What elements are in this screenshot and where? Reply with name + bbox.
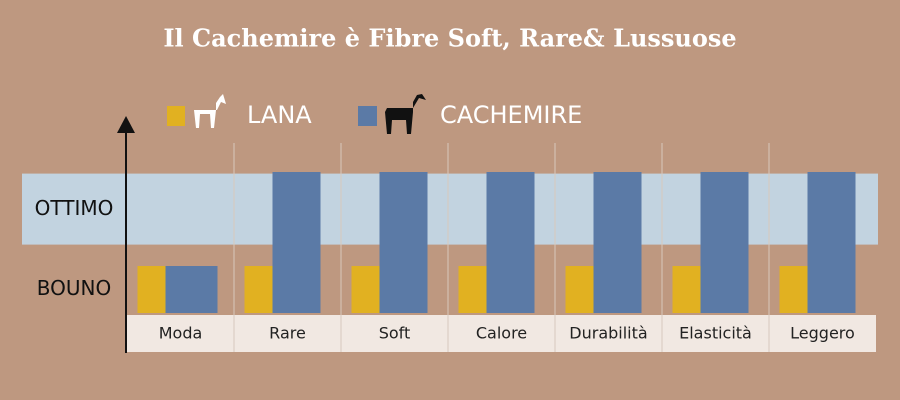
highlight-band	[22, 173, 878, 245]
bar	[779, 266, 808, 313]
category-strip	[127, 315, 876, 352]
bar	[351, 266, 380, 313]
bar	[137, 266, 166, 313]
bar	[807, 172, 856, 313]
x-tick-label: Calore	[476, 324, 527, 343]
bar	[700, 172, 749, 313]
plot: BOUNO OTTIMO Moda Rare Soft Calore Durabilità E…	[22, 116, 878, 353]
legend-icon	[385, 94, 426, 134]
y-tick-label: BOUNO	[37, 276, 111, 300]
legend-swatch	[358, 106, 377, 126]
y-axis-arrow	[117, 116, 135, 133]
bar	[593, 172, 642, 313]
legend-icon	[194, 94, 226, 128]
x-tick-label: Durabilità	[569, 324, 647, 343]
bar	[486, 172, 535, 313]
x-tick-label: Rare	[269, 324, 306, 343]
bar	[672, 266, 701, 313]
legend-swatch	[167, 106, 185, 126]
y-tick-label: OTTIMO	[35, 196, 114, 220]
legend-label: LANA	[247, 101, 312, 129]
bar	[458, 266, 487, 313]
x-tick-label: Leggero	[790, 324, 855, 343]
bar	[272, 172, 321, 313]
legend-label: CACHEMIRE	[440, 101, 582, 129]
x-tick-label: Moda	[159, 324, 203, 343]
chart-title: Il Cachemire è Fibre Soft, Rare& Lussuos…	[163, 24, 736, 53]
bar	[244, 266, 273, 313]
x-tick-label: Soft	[379, 324, 411, 343]
bar	[379, 172, 428, 313]
bar	[165, 266, 218, 313]
bar	[565, 266, 594, 313]
x-tick-label: Elasticità	[679, 324, 752, 343]
